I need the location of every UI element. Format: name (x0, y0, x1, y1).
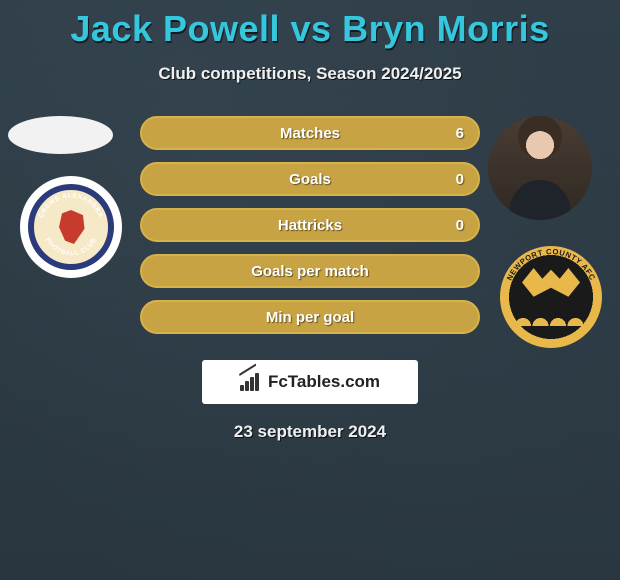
stat-row-min-per-goal: Min per goal (140, 300, 480, 334)
stat-label: Min per goal (266, 309, 354, 326)
page-title: Jack Powell vs Bryn Morris (0, 0, 620, 50)
date-label: 23 september 2024 (0, 422, 620, 442)
stat-value-right: 6 (456, 125, 464, 142)
stat-bars: Matches 6 Goals 0 Hattricks 0 Goals per … (140, 116, 480, 346)
stat-label: Goals per match (251, 263, 369, 280)
stat-label: Matches (280, 125, 340, 142)
player2-club-badge: NEWPORT COUNTY AFC 1912 exiles 1989 (500, 246, 602, 348)
wings-icon (522, 268, 580, 304)
player1-club-badge: CREWE ALEXANDRA FOOTBALL CLUB (20, 176, 122, 278)
player1-avatar (8, 116, 113, 154)
club-left-inner: CREWE ALEXANDRA FOOTBALL CLUB (28, 184, 114, 270)
stats-section: CREWE ALEXANDRA FOOTBALL CLUB NEWPORT CO… (0, 116, 620, 356)
stat-row-goals: Goals 0 (140, 162, 480, 196)
player2-avatar (488, 116, 592, 220)
stat-label: Goals (289, 171, 331, 188)
stat-row-goals-per-match: Goals per match (140, 254, 480, 288)
title-player2: Bryn Morris (342, 8, 550, 49)
wave-icon (516, 304, 586, 326)
barchart-icon (240, 373, 262, 391)
stat-row-hattricks: Hattricks 0 (140, 208, 480, 242)
stat-row-matches: Matches 6 (140, 116, 480, 150)
title-player1: Jack Powell (70, 8, 280, 49)
stat-value-right: 0 (456, 171, 464, 188)
club-right-inner (516, 262, 586, 332)
stat-label: Hattricks (278, 217, 342, 234)
title-vs: vs (291, 8, 332, 49)
stat-value-right: 0 (456, 217, 464, 234)
subtitle: Club competitions, Season 2024/2025 (0, 64, 620, 84)
brand-badge[interactable]: FcTables.com (202, 360, 418, 404)
brand-text: FcTables.com (268, 372, 380, 392)
